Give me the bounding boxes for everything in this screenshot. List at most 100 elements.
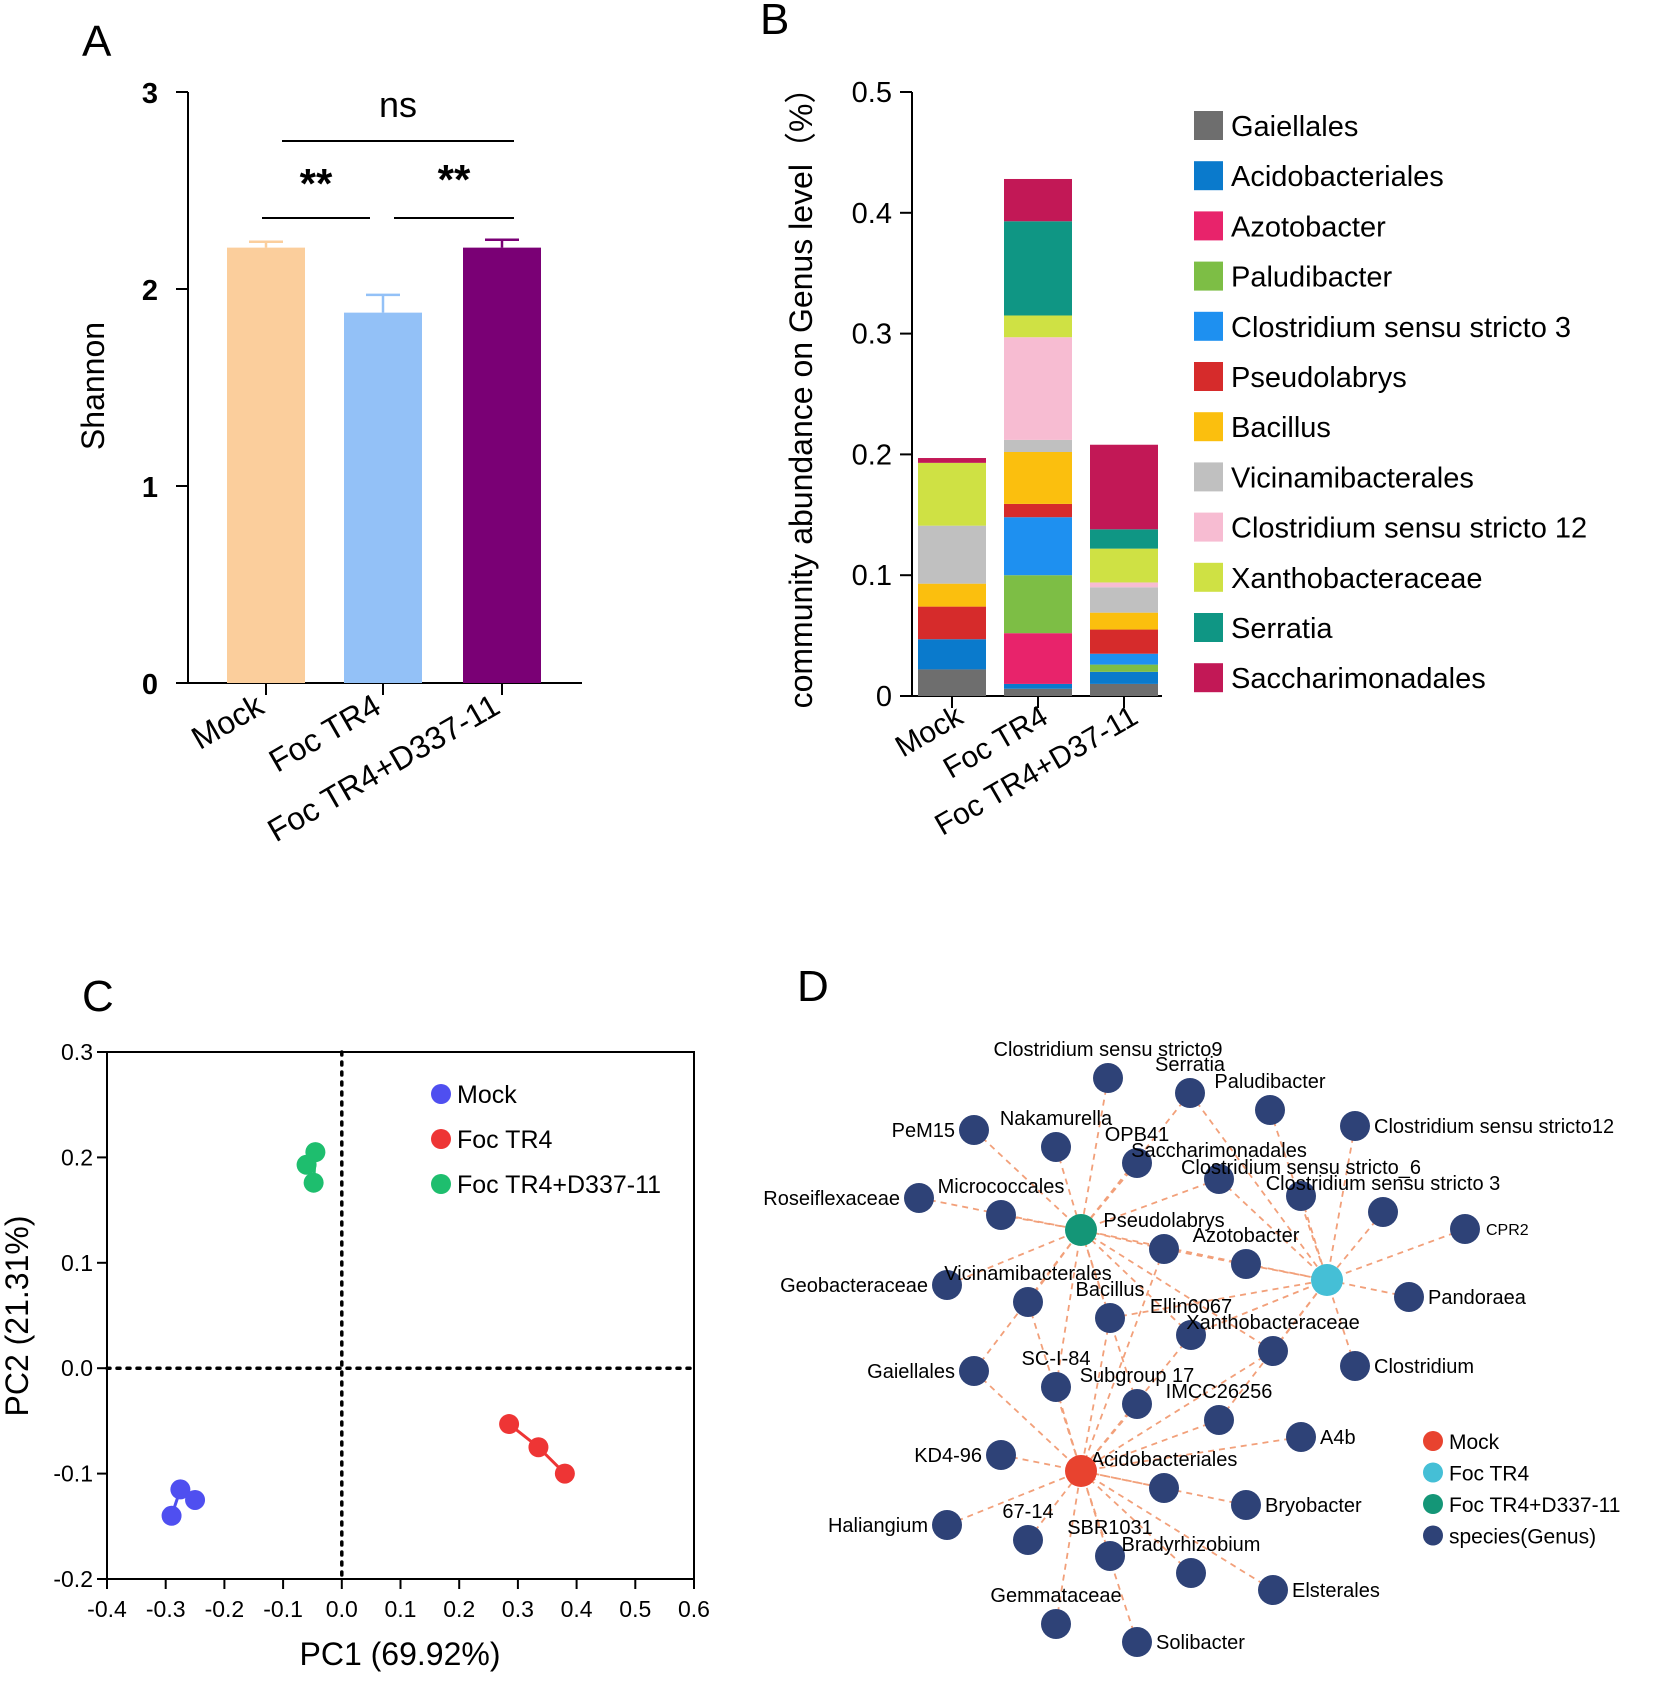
d-network-edge — [1080, 1077, 1109, 1231]
b-legend-label: Pseudolabrys — [1231, 362, 1407, 394]
b-legend-swatch — [1194, 111, 1223, 140]
d-legend-marker — [1423, 1462, 1443, 1483]
d-species-node — [1095, 1303, 1125, 1333]
d-species-label: OPB41 — [1105, 1124, 1169, 1146]
d-species-label: Clostridium sensu stricto_6 — [1181, 1157, 1421, 1179]
d-network-edge — [1080, 1178, 1220, 1231]
panel-label-a: A — [82, 17, 112, 66]
b-stack-segment — [918, 669, 986, 696]
c-ytick-label: 0.2 — [61, 1144, 93, 1170]
a-ytick-label: 2 — [142, 275, 158, 307]
d-species-node — [1340, 1111, 1370, 1141]
b-legend-label: Xanthobacteraceae — [1231, 563, 1483, 595]
d-species-node — [1204, 1405, 1234, 1435]
b-stack-segment — [1004, 315, 1072, 338]
d-species-node — [932, 1510, 962, 1540]
d-species-label: Bradyrhizobium — [1122, 1534, 1261, 1556]
b-ytick-label: 0 — [876, 681, 892, 713]
d-network-edge — [1190, 1279, 1328, 1336]
panel-b-genus-abundance-chart: B community abundance on Genus level（%） … — [760, 0, 1587, 842]
b-legend-swatch — [1194, 311, 1223, 341]
d-network-edge — [1080, 1229, 1192, 1336]
b-legend-label: Bacillus — [1231, 412, 1331, 444]
d-network-edge — [1326, 1228, 1466, 1281]
b-legend-label: Paludibacter — [1231, 262, 1393, 294]
d-species-node — [1450, 1214, 1480, 1244]
b-stack-segment — [1090, 582, 1158, 588]
d-species-node — [1176, 1320, 1206, 1350]
d-species-label: Ellin6067 — [1150, 1296, 1232, 1318]
c-ytick-label: 0.3 — [61, 1039, 93, 1065]
b-ytick-label: 0.1 — [852, 560, 892, 592]
b-stack-segment — [918, 639, 986, 670]
a-y-axis-title: Shannon — [75, 322, 111, 450]
a-significance-label: ns — [379, 84, 417, 125]
b-ytick-label: 0.3 — [852, 319, 892, 351]
d-species-node — [1122, 1627, 1152, 1657]
d-species-label: Paludibacter — [1214, 1071, 1326, 1093]
d-species-node — [1368, 1197, 1398, 1227]
d-species-node — [959, 1356, 989, 1386]
b-legend-swatch — [1194, 161, 1223, 191]
d-species-node — [986, 1440, 1016, 1470]
b-legend-label: Serratia — [1231, 613, 1333, 645]
c-xtick-label: -0.3 — [146, 1596, 186, 1622]
c-xtick-label: 0.0 — [326, 1596, 358, 1622]
c-xtick-label: -0.1 — [263, 1596, 303, 1622]
d-species-node — [1041, 1132, 1071, 1162]
d-species-node — [1340, 1351, 1370, 1381]
d-species-label: IMCC26256 — [1166, 1381, 1273, 1403]
c-data-point — [185, 1489, 206, 1510]
b-legend-swatch — [1194, 562, 1223, 592]
d-species-node — [1176, 1558, 1206, 1588]
b-legend-label: Clostridium sensu stricto 3 — [1231, 312, 1571, 344]
d-network-edge — [1326, 1125, 1356, 1281]
b-y-axis-title: community abundance on Genus level（%） — [783, 72, 819, 709]
d-species-label: Clostridium sensu stricto9 — [994, 1039, 1223, 1061]
b-legend-swatch — [1194, 362, 1223, 391]
b-stack-segment — [1090, 529, 1158, 549]
a-category-label: Mock — [185, 686, 270, 756]
d-species-node — [1122, 1148, 1152, 1178]
d-species-label: Xanthobacteraceae — [1186, 1312, 1359, 1334]
d-legend-marker — [1423, 1494, 1443, 1514]
panel-d-network-chart: D Clostridium sensu stricto9SerratiaPalu… — [763, 962, 1620, 1657]
d-species-label: Nakamurella — [1000, 1108, 1113, 1130]
d-species-label: Haliangium — [828, 1515, 928, 1537]
d-species-label: Saccharimonadales — [1131, 1140, 1307, 1162]
d-legend-label: species(Genus) — [1449, 1526, 1596, 1549]
c-data-point — [528, 1437, 549, 1458]
c-ytick-label: 0.0 — [61, 1355, 93, 1381]
d-network-edge — [1080, 1229, 1274, 1352]
d-species-label: Roseiflexaceae — [763, 1188, 900, 1210]
panel-label-d: D — [797, 962, 829, 1011]
d-species-node — [1093, 1063, 1123, 1093]
c-xtick-label: -0.2 — [205, 1596, 245, 1622]
b-stack-segment — [1004, 633, 1072, 684]
d-species-label: Gemmataceae — [990, 1585, 1121, 1607]
c-data-point — [170, 1479, 191, 1500]
c-xtick-label: 0.2 — [443, 1596, 475, 1622]
d-species-node — [1041, 1609, 1071, 1639]
b-legend-label: Azotobacter — [1231, 211, 1386, 243]
c-data-point — [305, 1142, 326, 1163]
d-species-label: 67-14 — [1002, 1501, 1053, 1523]
b-legend-label: Acidobacteriales — [1231, 161, 1444, 193]
d-network-edge — [973, 1370, 1082, 1472]
d-network-edge — [1080, 1317, 1111, 1472]
c-data-point — [161, 1505, 182, 1526]
d-legend-marker — [1423, 1431, 1443, 1451]
d-species-node — [986, 1200, 1016, 1230]
b-stack-segment — [1090, 444, 1158, 530]
d-species-label: Bacillus — [1076, 1279, 1145, 1301]
d-legend-label: Mock — [1449, 1431, 1500, 1454]
c-legend-label: Foc TR4+D337-11 — [457, 1171, 661, 1199]
d-network-edge — [1080, 1436, 1302, 1472]
d-species-label: Elsterales — [1292, 1580, 1380, 1602]
d-species-node — [1122, 1389, 1152, 1419]
a-bar — [227, 247, 305, 683]
b-stack-segment — [1004, 221, 1072, 316]
b-stack-segment — [1090, 664, 1158, 672]
d-network-edge — [973, 1129, 1082, 1231]
